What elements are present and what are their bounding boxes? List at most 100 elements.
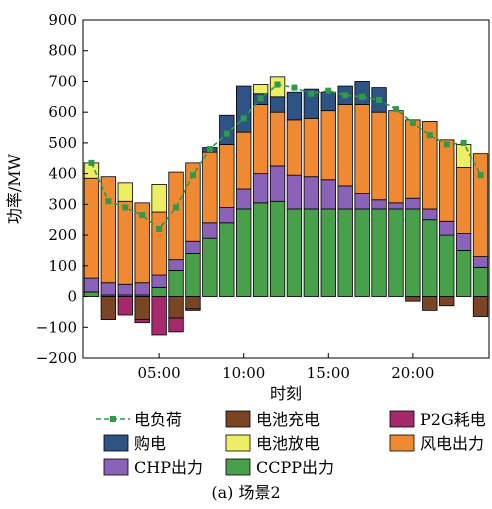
load-point-h20 [409,119,416,126]
bar-ccpp-h15 [320,208,336,297]
bar-charge-h21 [422,296,438,311]
load-point-h21 [426,132,433,139]
plot-frame [82,19,490,359]
bar-wind-h2 [100,176,117,284]
bar-purchase-h12 [269,96,286,113]
load-point-h7 [189,172,196,179]
load-point-h22 [443,141,450,148]
bar-wind-h6 [168,171,184,261]
bar-wind-h8 [202,151,218,224]
legend-label-wind: 风电出力 [420,434,484,453]
load-point-h4 [139,212,146,219]
bar-ccpp-h12 [269,200,286,297]
bar-wind-h15 [320,110,336,181]
bar-discharge-h3 [117,182,133,202]
bar-discharge-h5 [151,183,167,213]
y-tick-label: 300 [48,195,77,213]
bar-wind-h24 [472,153,489,258]
bar-chp-h8 [202,222,218,239]
legend-swatch-p2g [389,410,415,428]
bar-ccpp-h9 [219,222,235,297]
bar-chp-h20 [405,197,421,210]
bar-ccpp-h19 [388,208,404,297]
bar-wind-h13 [286,119,303,176]
x-tick-label: 10:00 [222,364,265,382]
bar-purchase-h14 [303,88,320,119]
bar-wind-h19 [388,110,404,204]
bar-wind-h3 [117,200,133,285]
bar-chp-h15 [320,179,336,210]
bar-charge-h24 [472,296,489,317]
legend-label-ccpp: CCPP出力 [256,458,334,477]
load-point-h6 [173,204,180,211]
legend-label-purchase: 购电 [134,434,166,453]
bar-chp-h22 [439,220,455,236]
bar-chp-h6 [168,259,184,271]
bar-charge-h6 [168,296,184,319]
bar-chp-h2 [100,282,117,296]
bar-discharge-h23 [455,144,472,168]
bar-chp-h9 [219,207,235,224]
bar-ccpp-h23 [455,250,472,297]
bar-chp-h18 [371,199,387,210]
bar-chp-h7 [185,240,201,254]
load-point-h14 [308,90,315,97]
bar-p2g-h4 [134,319,150,324]
bar-wind-h5 [151,211,167,276]
load-point-h13 [291,84,298,91]
y-tick-label: 900 [48,11,77,29]
legend-label-chp: CHP出力 [134,458,203,477]
bar-purchase-h10 [236,85,252,133]
bar-charge-h7 [185,296,201,310]
bar-wind-h14 [303,117,320,178]
bar-p2g-h7 [185,308,201,311]
load-line-layer [88,81,484,232]
bar-chp-h21 [422,208,438,221]
bar-chp-h19 [388,202,404,210]
bar-wind-h11 [252,104,269,175]
bar-chp-h17 [354,193,370,210]
y-tick-label: 500 [48,134,77,152]
bar-chp-h4 [134,282,150,296]
y-tick-label: −100 [36,318,77,336]
load-point-h23 [460,139,467,146]
load-point-h10 [240,115,247,122]
load-point-h24 [477,172,484,179]
load-point-h5 [156,225,163,232]
load-point-h8 [206,146,213,153]
y-axis-label: 功率/MW [5,153,24,224]
bar-ccpp-h20 [405,208,421,297]
bar-chp-h10 [236,188,252,210]
chart-caption: (a) 场景2 [211,483,280,502]
bar-charge-h4 [134,296,150,320]
y-tick-label: 600 [48,103,77,121]
y-tick-label: 400 [48,165,77,183]
bar-wind-h9 [219,144,235,208]
bar-purchase-h15 [320,91,336,112]
x-tick-label: 05:00 [138,364,181,382]
y-tick-label: 0 [67,288,77,306]
y-tick-label: 200 [48,226,77,244]
bar-ccpp-h8 [202,237,218,297]
bar-ccpp-h24 [472,266,489,297]
bar-ccpp-h22 [439,234,455,297]
bar-charge-h22 [439,296,455,307]
bar-ccpp-h14 [303,208,320,297]
bar-p2g-h6 [168,317,184,333]
bar-chp-h12 [269,165,286,202]
bar-charge-h20 [405,296,421,302]
legend-swatch-ccpp [225,458,251,476]
legend-swatch-wind [389,434,415,452]
bar-p2g-h5 [151,296,167,336]
load-point-h12 [274,81,281,88]
bar-wind-h1 [83,177,100,279]
load-point-h15 [325,87,332,94]
x-tick-label: 20:00 [391,364,434,382]
bar-wind-h20 [405,119,421,199]
load-point-h18 [376,96,383,103]
bar-chp-h16 [337,185,353,210]
bar-layer [83,76,489,336]
bar-chp-h23 [455,233,472,251]
load-point-h19 [392,106,399,113]
